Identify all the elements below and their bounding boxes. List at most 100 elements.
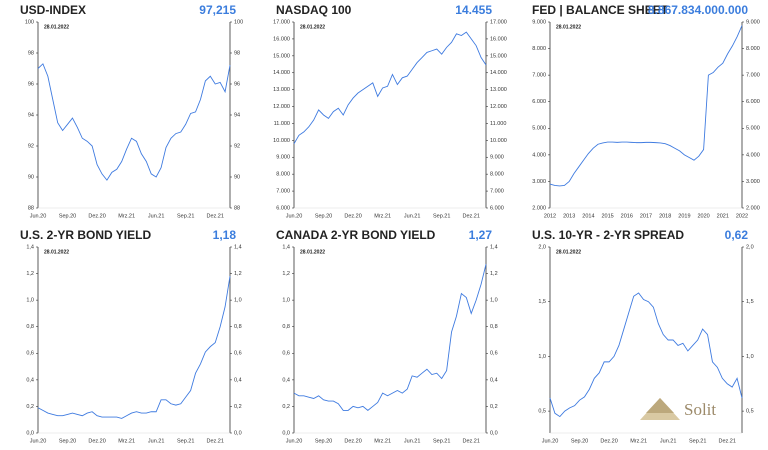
y-tick-label: 0,6 (26, 351, 34, 357)
y-tick-label: 16.000 (273, 36, 290, 42)
y2-tick-label: 1,0 (490, 298, 498, 304)
data-line (293, 31, 487, 144)
y2-tick-label: 9.000 (490, 155, 504, 161)
data-line (549, 292, 743, 418)
y2-tick-label: 6.000 (490, 205, 504, 211)
y2-tick-label: 94 (234, 112, 240, 118)
x-tick-label: Sep.20 (59, 438, 76, 444)
y-tick-label: 7.000 (532, 73, 546, 79)
date-label: 28.01.2022 (44, 249, 69, 255)
x-tick-label: Dez.21 (719, 438, 736, 444)
y2-tick-label: 88 (234, 205, 240, 211)
x-tick-label: Jun.20 (286, 438, 303, 444)
y2-tick-label: 1,0 (746, 354, 754, 360)
x-tick-label: Dez.21 (207, 438, 224, 444)
x-tick-label: Mrz.21 (374, 213, 391, 219)
x-tick-label: Jun.21 (148, 213, 165, 219)
y2-tick-label: 3.000 (746, 179, 760, 185)
y2-tick-label: 100 (234, 19, 243, 25)
date-label: 28.01.2022 (300, 24, 325, 30)
y2-tick-label: 0,8 (490, 324, 498, 330)
latest-value: 8.867.834.000.000 (648, 3, 748, 17)
x-tick-label: Sep.20 (315, 213, 332, 219)
x-tick-label: Dez.20 (600, 438, 617, 444)
y-tick-label: 0,0 (282, 430, 290, 436)
y-tick-label: 96 (28, 81, 34, 87)
x-tick-label: Sep.21 (177, 438, 194, 444)
y-tick-label: 10.000 (273, 138, 290, 144)
y2-tick-label: 6.000 (746, 99, 760, 105)
logo-text: Solit (684, 400, 716, 419)
x-tick-label: 2012 (544, 213, 556, 219)
x-tick-label: 2014 (582, 213, 594, 219)
x-tick-label: Sep.21 (433, 213, 450, 219)
latest-value: 0,62 (725, 228, 749, 242)
y2-tick-label: 14.000 (490, 70, 507, 76)
y-tick-label: 98 (28, 50, 34, 56)
x-tick-label: Jun.21 (148, 438, 165, 444)
y2-tick-label: 1,5 (746, 299, 754, 305)
logo-pyramid-layer (646, 398, 674, 413)
chart-title: USD-INDEX (20, 3, 86, 17)
x-tick-label: Jun.20 (542, 438, 559, 444)
x-tick-label: 2022 (736, 213, 748, 219)
x-tick-label: Dez.20 (88, 213, 105, 219)
y2-tick-label: 2,0 (746, 244, 754, 250)
x-tick-label: Mrz.21 (118, 438, 135, 444)
x-tick-label: Jun.21 (660, 438, 677, 444)
y-tick-label: 88 (28, 205, 34, 211)
y2-tick-label: 15.000 (490, 53, 507, 59)
x-tick-label: Jun.20 (286, 213, 303, 219)
chart-title: U.S. 10-YR - 2-YR SPREAD (532, 228, 684, 242)
y2-tick-label: 8.000 (490, 172, 504, 178)
y-tick-label: 1,0 (538, 354, 546, 360)
y-tick-label: 8.000 (532, 46, 546, 52)
chart-title: NASDAQ 100 (276, 3, 352, 17)
y-tick-label: 0,4 (282, 377, 290, 383)
x-tick-label: Mrz.21 (118, 213, 135, 219)
y-tick-label: 6.000 (276, 205, 290, 211)
latest-value: 97,215 (199, 3, 236, 17)
y2-tick-label: 0,0 (234, 430, 242, 436)
y-tick-label: 14.000 (273, 70, 290, 76)
date-label: 28.01.2022 (44, 24, 69, 30)
x-tick-label: 2016 (621, 213, 633, 219)
x-tick-label: Dez.20 (88, 438, 105, 444)
y-tick-label: 7.000 (276, 189, 290, 195)
y-tick-label: 6.000 (532, 99, 546, 105)
chart-title: FED | BALANCE SHEET (532, 3, 669, 17)
chart-panel: CANADA 2-YR BOND YIELD 1,27 28.01.2022 0,0 0… (276, 228, 498, 444)
y2-tick-label: 9.000 (746, 19, 760, 25)
y2-tick-label: 8.000 (746, 46, 760, 52)
y-tick-label: 100 (25, 19, 34, 25)
y-tick-label: 0,2 (282, 404, 290, 410)
x-tick-label: Dez.21 (463, 438, 480, 444)
y-tick-label: 1,0 (26, 298, 34, 304)
data-line (37, 276, 231, 419)
x-tick-label: 2017 (640, 213, 652, 219)
y2-tick-label: 0,6 (234, 351, 242, 357)
x-tick-label: Dez.21 (207, 213, 224, 219)
y-tick-label: 11.000 (274, 121, 290, 127)
y2-tick-label: 0,4 (490, 377, 498, 383)
x-tick-label: Dez.21 (463, 213, 480, 219)
y-tick-label: 5.000 (532, 126, 546, 132)
chart-title: U.S. 2-YR BOND YIELD (20, 228, 151, 242)
chart-panel: U.S. 2-YR BOND YIELD 1,18 28.01.2022 0,0 0,0… (20, 228, 242, 444)
y2-tick-label: 17.000 (490, 19, 507, 25)
y2-tick-label: 12.000 (490, 104, 507, 110)
y2-tick-label: 0,5 (746, 409, 754, 415)
x-tick-label: Jun.21 (404, 213, 421, 219)
y-tick-label: 2.000 (532, 205, 546, 211)
y2-tick-label: 16.000 (490, 36, 507, 42)
date-label: 28.01.2022 (300, 249, 325, 255)
y-tick-label: 0,4 (26, 377, 34, 383)
y2-tick-label: 96 (234, 81, 240, 87)
data-line (293, 264, 487, 411)
y2-tick-label: 0,0 (490, 430, 498, 436)
y2-tick-label: 90 (234, 174, 240, 180)
latest-value: 1,18 (213, 228, 237, 242)
x-tick-label: Mrz.21 (374, 438, 391, 444)
y-tick-label: 2,0 (538, 244, 546, 250)
